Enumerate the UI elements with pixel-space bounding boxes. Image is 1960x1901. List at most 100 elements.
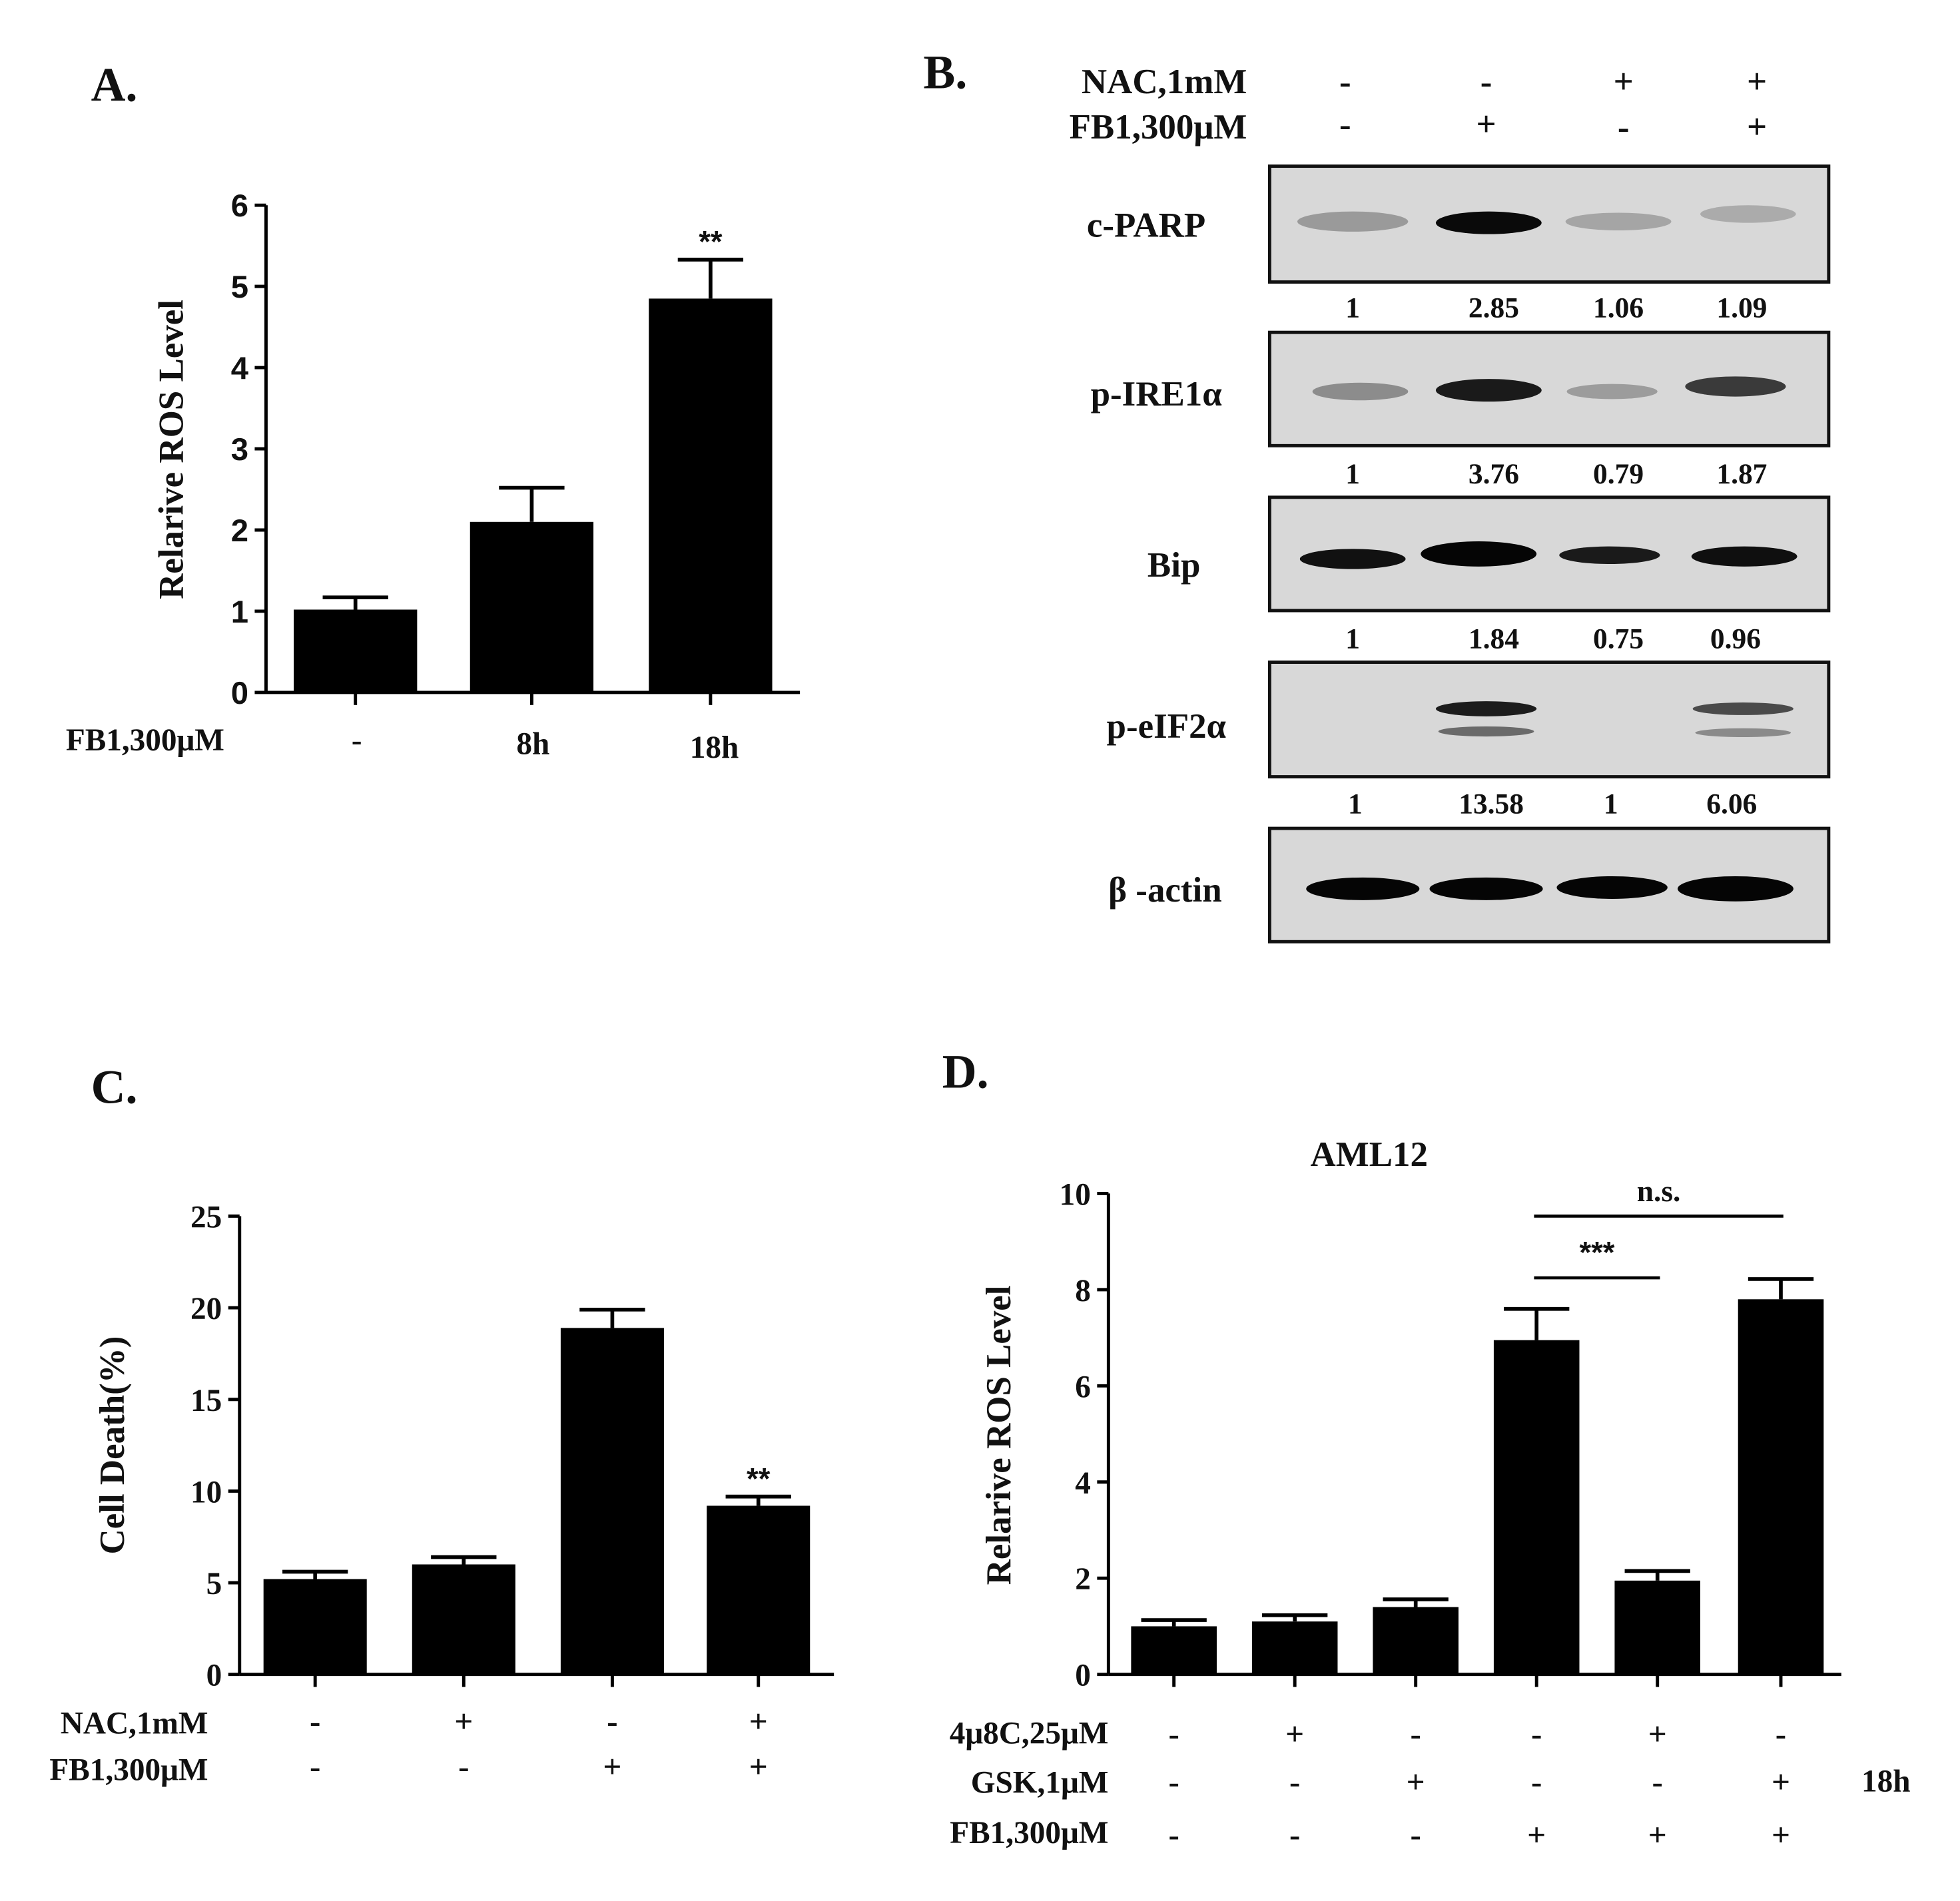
blot-band <box>1421 541 1537 567</box>
blot-band <box>1565 212 1672 231</box>
y-tick-label: 25 <box>190 1200 222 1234</box>
blot-band <box>1438 726 1534 737</box>
blot-band <box>1566 384 1658 400</box>
blot-treatment-label: FB1,300μM <box>1070 108 1247 146</box>
condition-value: + <box>1648 1816 1667 1853</box>
blot-quant-value: 1 <box>1604 788 1618 820</box>
blot-band <box>1700 205 1796 223</box>
chart-c-bars: ** <box>263 1308 811 1675</box>
condition-value: - <box>458 1749 469 1785</box>
blot-membrane-p-eif2a <box>1267 661 1831 779</box>
condition-value: - <box>1652 1763 1663 1800</box>
chart-c-y-ticks: 0 5 10 15 20 25 <box>190 1200 240 1693</box>
bar <box>470 521 594 692</box>
y-tick-label: 10 <box>1060 1177 1091 1212</box>
chart-a-condition-value: - <box>352 723 362 758</box>
blot-treatment-value: - <box>1618 108 1630 146</box>
blot-band <box>1297 211 1409 232</box>
panel-c-label: C. <box>91 1060 138 1113</box>
condition-value: + <box>1772 1763 1790 1800</box>
chart-d-y-ticks: 0 2 4 6 8 10 <box>1060 1177 1109 1693</box>
blot-treatment-value: + <box>1747 63 1767 101</box>
y-tick-label: 4 <box>1075 1466 1091 1501</box>
condition-value: - <box>1411 1816 1421 1853</box>
y-tick-label: 1 <box>231 595 248 630</box>
bar <box>1493 1340 1580 1675</box>
comparison-label: n.s. <box>1637 1175 1681 1208</box>
blot-membrane-c-parp <box>1267 164 1831 284</box>
chart-a-condition-value: 18h <box>690 730 739 765</box>
significance-marker: ** <box>747 1462 771 1495</box>
chart-d-condition-label: FB1,300μM <box>950 1816 1108 1850</box>
blot-band <box>1677 876 1794 902</box>
blot-quant-value: 2.85 <box>1469 292 1519 324</box>
blot-band <box>1695 728 1792 738</box>
blot-quant-value: 0.75 <box>1593 623 1644 655</box>
chart-a-condition-label: FB1,300μM <box>66 723 224 758</box>
blot-quant-value: 3.76 <box>1469 458 1519 490</box>
condition-value: - <box>1776 1716 1786 1753</box>
y-tick-label: 0 <box>206 1659 222 1693</box>
comparison-label: *** <box>1579 1235 1614 1269</box>
chart-d-condition-values: - + - - + - - - + - - + - - - + + + <box>1168 1716 1790 1853</box>
bar <box>263 1579 367 1675</box>
y-tick-label: 2 <box>1075 1562 1091 1597</box>
bar <box>1738 1299 1824 1675</box>
blot-quant-value: 1 <box>1345 623 1360 655</box>
blot-band <box>1306 877 1420 900</box>
condition-value: - <box>310 1703 320 1740</box>
blot-band <box>1299 549 1406 569</box>
chart-c-ylabel: Cell Death(%) <box>93 1336 132 1555</box>
y-tick-label: 10 <box>190 1475 222 1509</box>
blot-treatment-value: - <box>1339 63 1351 101</box>
blot-band <box>1312 382 1409 401</box>
condition-value: + <box>603 1749 621 1785</box>
condition-value: - <box>1411 1716 1421 1753</box>
condition-value: + <box>1285 1716 1304 1753</box>
blot-band <box>1691 546 1797 567</box>
chart-d-side-note: 18h <box>1861 1765 1911 1799</box>
condition-value: - <box>1531 1716 1542 1753</box>
y-tick-label: 15 <box>190 1384 222 1418</box>
blot-quant-value: 0.96 <box>1710 623 1761 655</box>
condition-value: + <box>749 1703 768 1740</box>
blot-row-label: c-PARP <box>1087 206 1205 244</box>
y-tick-label: 8 <box>1075 1274 1091 1308</box>
y-tick-label: 0 <box>231 676 248 711</box>
blot-quant-value: 1.87 <box>1716 458 1767 490</box>
condition-value: + <box>1407 1763 1425 1800</box>
blot-row-label: p-eIF2α <box>1107 707 1227 746</box>
y-tick-label: 0 <box>1075 1659 1091 1693</box>
panel-d-label: D. <box>942 1045 989 1099</box>
y-tick-label: 2 <box>231 513 248 549</box>
chart-d-comparisons: *** n.s. <box>1534 1175 1784 1280</box>
panel-b-label: B. <box>923 45 967 99</box>
bar <box>560 1328 664 1675</box>
blot-quant-value: 1 <box>1345 292 1360 324</box>
bar <box>1251 1621 1338 1675</box>
chart-d-ylabel: Relarive ROS Level <box>980 1285 1018 1585</box>
blot-band <box>1685 376 1786 397</box>
blot-treatment-value: - <box>1339 105 1351 144</box>
condition-value: - <box>1168 1716 1179 1753</box>
blot-treatment-value: + <box>1747 108 1767 146</box>
chart-a-x-ticks <box>354 692 713 705</box>
chart-a-y-ticks: 0 1 2 3 4 5 6 <box>231 188 266 711</box>
chart-d-bars <box>1131 1277 1824 1675</box>
blot-quant-value: 6.06 <box>1706 788 1757 820</box>
chart-d-condition-label: GSK,1μM <box>971 1765 1109 1800</box>
significance-marker: ** <box>699 225 723 259</box>
bar <box>649 298 773 692</box>
chart-d-condition-label: 4μ8C,25μM <box>950 1717 1109 1751</box>
blot-quant-value: 1.09 <box>1716 292 1767 324</box>
blot-row-label: β -actin <box>1108 871 1222 910</box>
chart-a-condition-value: 8h <box>516 727 549 762</box>
bar <box>1373 1607 1459 1675</box>
y-tick-label: 5 <box>206 1567 222 1601</box>
blot-band <box>1429 877 1543 900</box>
chart-d-title: AML12 <box>1311 1135 1428 1174</box>
panel-a-label: A. <box>91 58 138 111</box>
blot-quant-value: 1.84 <box>1469 623 1519 655</box>
